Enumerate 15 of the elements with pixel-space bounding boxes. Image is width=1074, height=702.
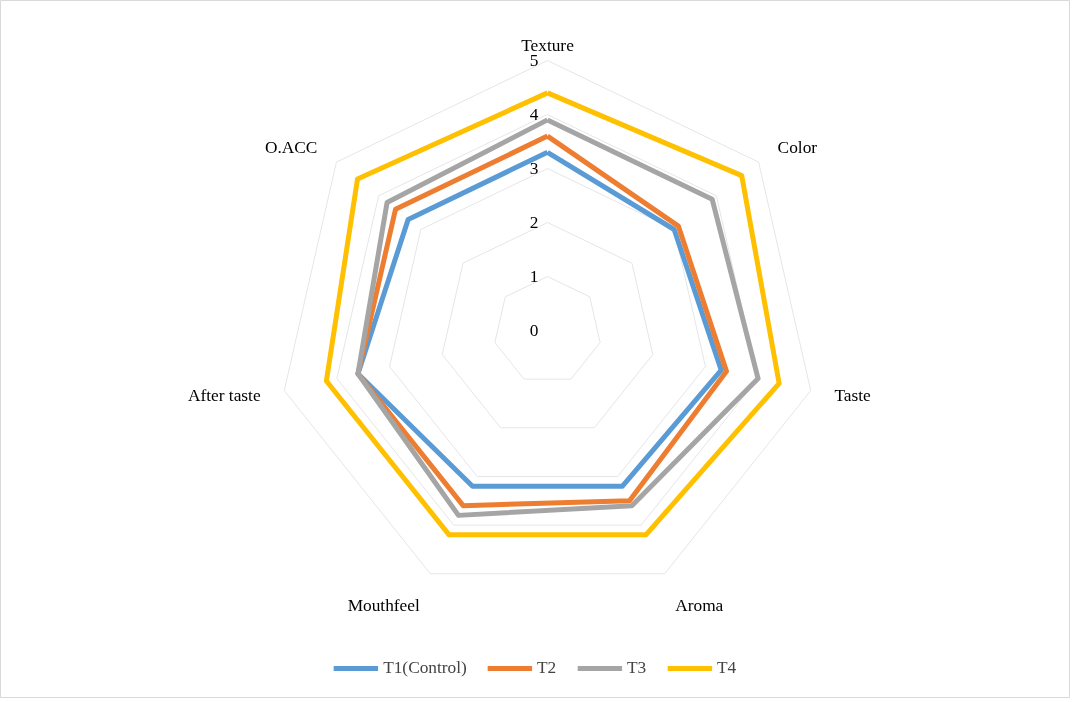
spoke-label: Taste — [834, 386, 872, 406]
legend-label: T1(Control) — [383, 658, 467, 678]
y-tick-label: 0 — [529, 321, 539, 340]
spoke-label: O.ACC — [264, 137, 318, 157]
y-tick-label: 2 — [529, 213, 539, 232]
legend-label: T3 — [626, 658, 647, 678]
spoke-label: Mouthfeel — [347, 595, 420, 615]
legend-label: T2 — [536, 658, 557, 678]
y-tick-label: 3 — [529, 159, 539, 178]
y-tick-label: 4 — [529, 105, 539, 124]
legend-label: T4 — [716, 658, 737, 678]
spoke-label: Aroma — [675, 595, 724, 615]
y-tick-label: 1 — [529, 267, 539, 286]
spoke-label: Color — [777, 137, 818, 157]
spoke-label: After taste — [187, 386, 261, 406]
